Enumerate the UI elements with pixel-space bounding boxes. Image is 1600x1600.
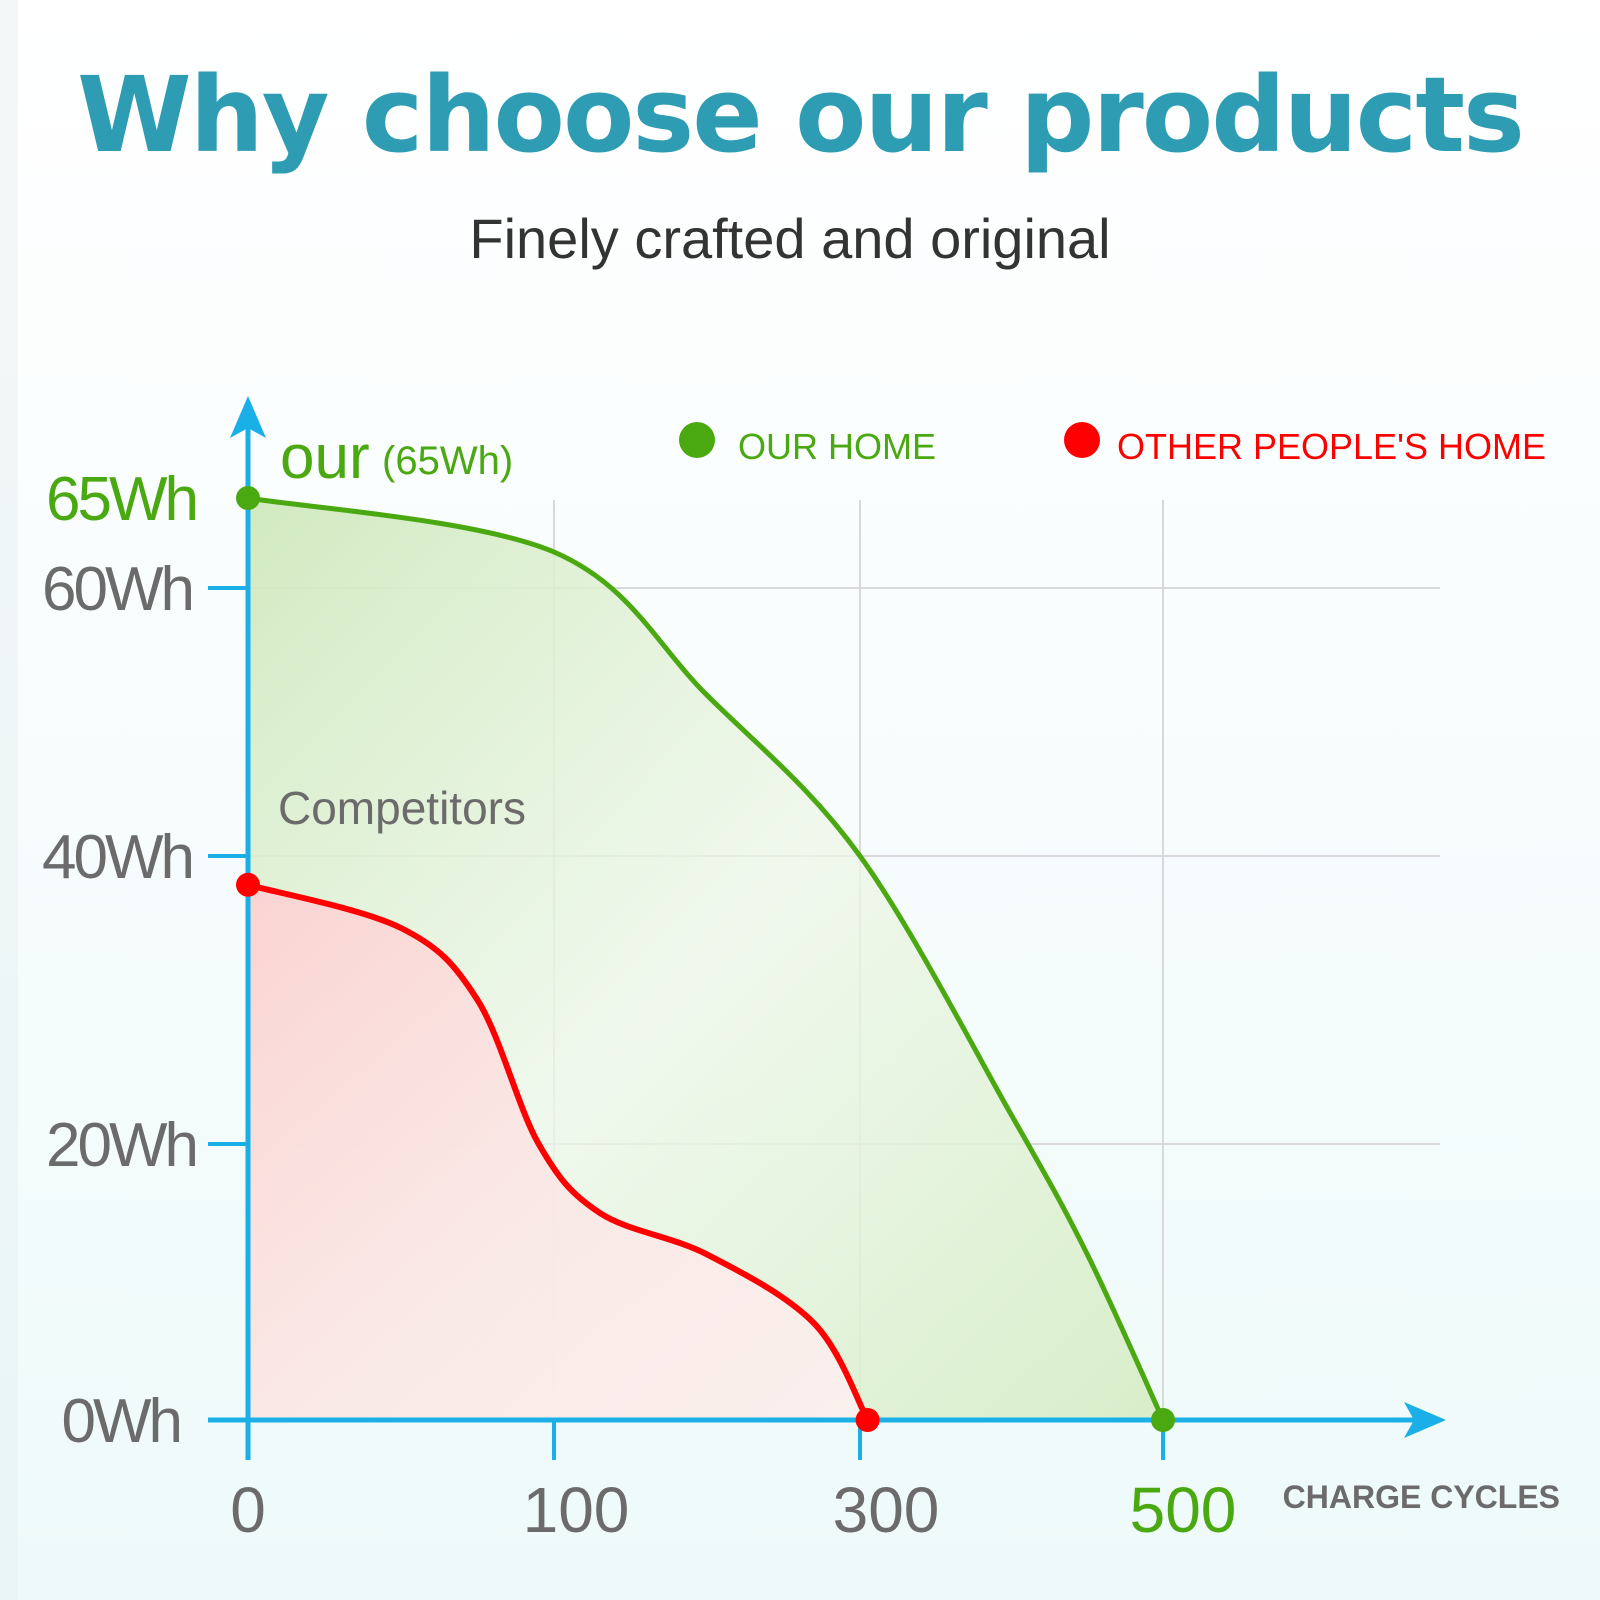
labels: 0Wh 20Wh 40Wh 60Wh 65Wh 0 100 300 500 CHARGE CYCL… <box>42 422 1560 1546</box>
legend-label: OTHER PEOPLE'S HOME <box>1117 426 1546 467</box>
ours-end-point <box>1151 1408 1175 1432</box>
annotation-our: our <box>280 423 370 492</box>
competitors-end-point <box>855 1408 880 1432</box>
legend-marker <box>1064 422 1100 458</box>
y-tick-label: 60Wh <box>42 555 192 624</box>
y-tick-label: 40Wh <box>42 823 192 892</box>
competitors-start-point <box>236 872 260 897</box>
series-areas <box>248 498 1163 1420</box>
x-axis-arrow <box>1404 1402 1446 1438</box>
x-tick-label: 100 <box>523 1474 630 1546</box>
page-title: Why choose our products <box>77 54 1525 176</box>
y-tick-label: 65Wh <box>46 465 196 534</box>
y-tick-label: 20Wh <box>46 1111 196 1180</box>
x-tick-label: 0 <box>230 1474 266 1546</box>
ours-line <box>245 495 1166 1423</box>
series-lines <box>236 486 1175 1432</box>
annotation-competitors: Competitors <box>278 782 526 834</box>
legend-label: OUR HOME <box>738 426 936 467</box>
ours-start-point <box>236 486 260 510</box>
competitors-area <box>248 884 868 1420</box>
axes <box>208 396 1446 1460</box>
annotation-our-detail: (65Wh) <box>382 439 513 483</box>
x-tick-label: 300 <box>833 1474 940 1546</box>
legend-marker <box>679 422 715 458</box>
y-axis-arrow <box>230 396 266 438</box>
x-axis-title: CHARGE CYCLES <box>1283 1479 1560 1515</box>
background-edge <box>0 0 18 1600</box>
page-subtitle: Finely crafted and original <box>469 207 1111 270</box>
competitors-line <box>245 881 871 1423</box>
y-tick-label: 0Wh <box>62 1387 180 1456</box>
x-tick-label: 500 <box>1130 1474 1237 1546</box>
